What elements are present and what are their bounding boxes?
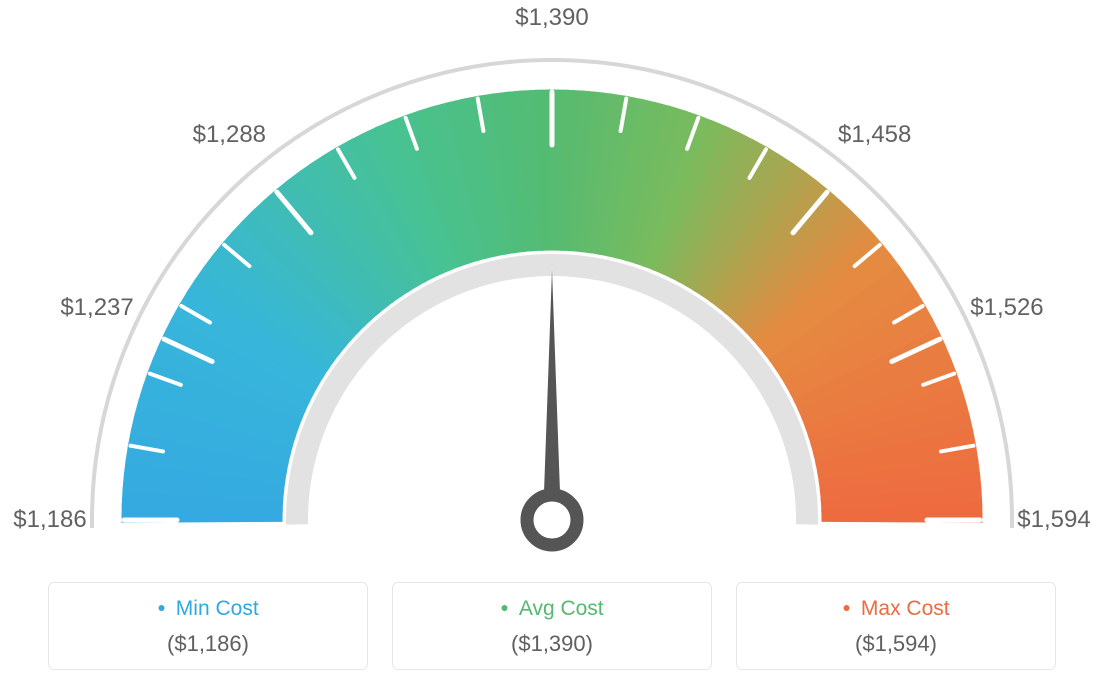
- gauge-tick-label: $1,237: [60, 294, 133, 322]
- legend-value-max: ($1,594): [737, 631, 1055, 657]
- legend-card-min: Min Cost ($1,186): [48, 582, 368, 670]
- legend-title-avg: Avg Cost: [393, 597, 711, 621]
- legend-title-max: Max Cost: [737, 597, 1055, 621]
- gauge-tick-label: $1,390: [515, 4, 588, 32]
- gauge-chart: $1,186 $1,237 $1,288 $1,390 $1,458 $1,526 $1,5…: [0, 0, 1104, 560]
- legend-value-min: ($1,186): [49, 631, 367, 657]
- legend-title-min: Min Cost: [49, 597, 367, 621]
- gauge-svg: [0, 0, 1104, 560]
- gauge-tick-label: $1,288: [193, 121, 266, 149]
- legend-value-avg: ($1,390): [393, 631, 711, 657]
- legend-card-max: Max Cost ($1,594): [736, 582, 1056, 670]
- legend-card-avg: Avg Cost ($1,390): [392, 582, 712, 670]
- gauge-tick-label: $1,186: [13, 506, 86, 534]
- gauge-tick-label: $1,594: [1017, 506, 1090, 534]
- legend-row: Min Cost ($1,186) Avg Cost ($1,390) Max …: [48, 582, 1056, 670]
- gauge-tick-label: $1,526: [970, 294, 1043, 322]
- gauge-tick-label: $1,458: [838, 121, 911, 149]
